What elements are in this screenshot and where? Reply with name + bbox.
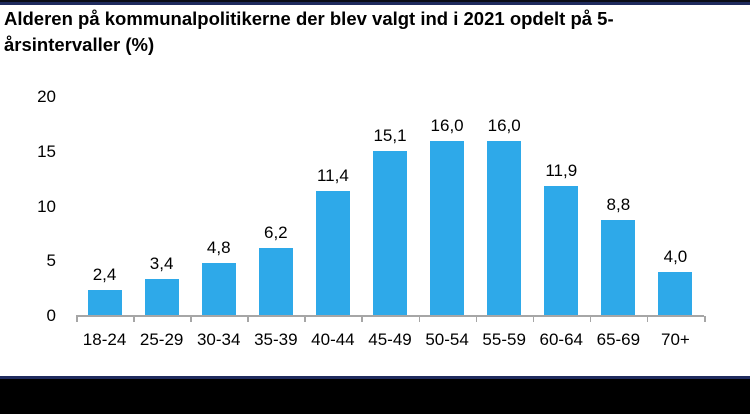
bar-50-54 [430, 140, 465, 315]
bar-value-label: 11,4 [316, 166, 349, 186]
x-axis-tick-mark [190, 316, 192, 322]
bar-value-label: 15,1 [373, 125, 407, 145]
bar-value-label: 16,0 [487, 115, 521, 135]
bar-40-44 [315, 191, 350, 315]
y-axis-tick-label: 20 [37, 87, 56, 106]
x-axis-label: 60-64 [539, 330, 583, 349]
chart-title-line1: Alderen på kommunalpolitikerne der blev … [4, 8, 614, 29]
x-axis-tick-mark [133, 316, 135, 322]
bottom-border-navy-line [0, 376, 750, 379]
x-axis-tick-mark [76, 316, 78, 322]
x-axis-label: 30-34 [196, 330, 241, 349]
bar-value-label: 2,4 [92, 264, 117, 284]
bar-value-label: 3,4 [149, 253, 174, 273]
x-axis-label: 25-29 [139, 330, 184, 349]
x-axis-tick-mark [704, 316, 706, 322]
top-border-navy-line [0, 2, 750, 5]
x-axis-tick-mark [475, 316, 478, 322]
bar-value-label: 8,8 [606, 194, 631, 214]
chart-title: Alderen på kommunalpolitikerne der blev … [4, 6, 704, 58]
bar-value-label: 6,2 [263, 223, 288, 243]
bar-value-label: 16,0 [430, 115, 464, 135]
bottom-letterbox-band [0, 379, 750, 414]
x-axis-label: 40-44 [311, 330, 355, 349]
x-axis-label: 50-54 [425, 330, 469, 349]
x-axis-label: 65-69 [596, 330, 641, 349]
x-axis-label: 35-39 [254, 330, 298, 349]
bar-35-39 [258, 248, 293, 315]
x-axis-tick-mark [304, 316, 306, 322]
chart-title-line2: årsintervaller (%) [4, 34, 155, 55]
x-axis-tick-mark [532, 316, 535, 322]
top-border-black-line [0, 0, 750, 2]
x-axis-tick-mark [361, 316, 363, 322]
x-axis-tick-mark [646, 316, 649, 322]
x-axis-tick-mark [418, 316, 421, 322]
x-axis-line [76, 315, 704, 317]
bar-70+ [658, 272, 693, 315]
x-axis-label: 18-24 [82, 330, 127, 349]
x-axis-tick-mark [589, 316, 592, 322]
bar-value-label: 4,0 [663, 247, 688, 267]
bar-18-24 [87, 289, 122, 315]
y-axis-tick-label: 0 [46, 306, 56, 325]
y-axis-tick-label: 5 [46, 251, 56, 271]
y-axis-tick-label: 15 [37, 141, 56, 161]
y-axis-tick-label: 10 [37, 196, 56, 216]
bar-value-label: 4,8 [206, 238, 231, 258]
x-axis-label: 70+ [661, 330, 690, 349]
bar-value-label: 11,9 [545, 160, 578, 180]
bar-65-69 [601, 219, 636, 315]
bar-55-59 [487, 140, 522, 315]
bar-60-64 [544, 185, 579, 315]
x-axis-label: 55-59 [482, 330, 526, 349]
bar-25-29 [144, 278, 179, 315]
x-axis-tick-mark [247, 316, 249, 322]
bar-chart-plot-area: 0 5 10 15 20 2,4 18-24 3,4 25-29 4,8 30-34 6,2 35-39… [37, 87, 706, 349]
bar-30-34 [201, 263, 236, 315]
x-axis-label: 45-49 [368, 330, 412, 349]
bar-45-49 [373, 150, 407, 315]
